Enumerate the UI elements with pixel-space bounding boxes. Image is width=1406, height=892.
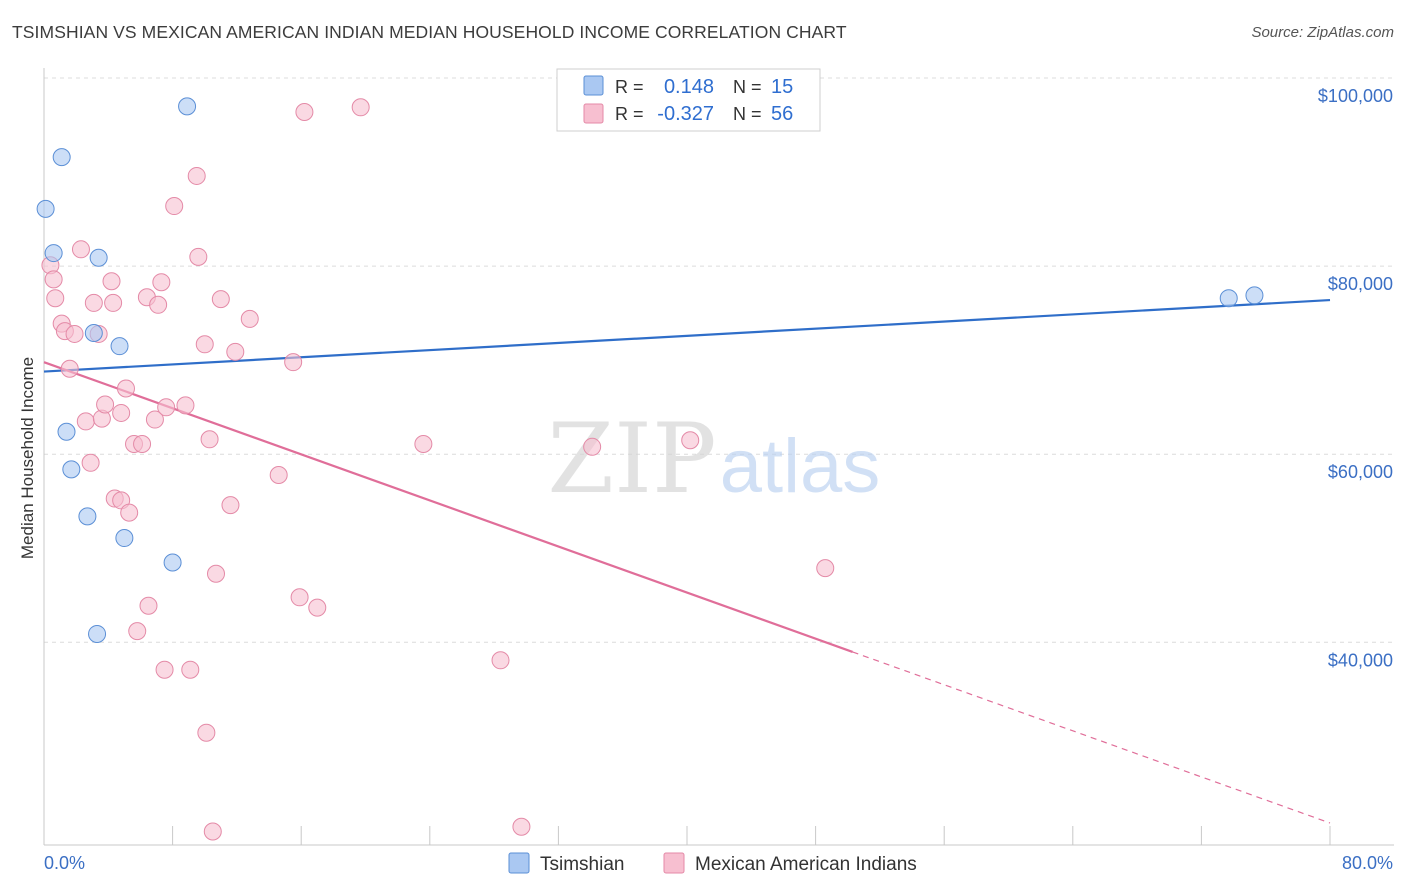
x-ticks xyxy=(43,826,1331,845)
mexican-american-indians-point-17 xyxy=(112,403,131,422)
legend-r-value-2: -0.327 xyxy=(657,103,714,125)
tsimshian-point-12 xyxy=(88,624,107,643)
chart-title: TSIMSHIAN VS MEXICAN AMERICAN INDIAN MED… xyxy=(12,22,847,42)
mexican-american-indians-point-56 xyxy=(203,822,222,841)
trend-line-0 xyxy=(43,298,1331,373)
series-legend-swatch-tsimshian xyxy=(508,852,530,874)
mexican-american-indians-point-19 xyxy=(116,379,135,398)
y-tick-label-80000: $80,000 xyxy=(1328,274,1393,294)
watermark-atlas: atlas xyxy=(720,424,881,509)
legend-n-label-2: N = xyxy=(733,104,762,124)
tsimshian-point-2 xyxy=(52,148,71,167)
mexican-american-indians-point-52 xyxy=(681,431,700,450)
tsimshian-point-13 xyxy=(1219,289,1238,308)
tsimshian-point-9 xyxy=(115,529,134,548)
mexican-american-indians-point-25 xyxy=(145,410,164,429)
mexican-american-indians-point-43 xyxy=(284,353,303,372)
y-tick-label-100000: $100,000 xyxy=(1318,86,1393,106)
tsimshian-point-6 xyxy=(84,324,103,343)
mexican-american-indians-point-5 xyxy=(60,359,79,378)
legend-swatch-tsimshian xyxy=(583,75,604,96)
mexican-american-indians-point-2 xyxy=(46,289,65,308)
series-legend-swatch-mexican-american-indians xyxy=(663,852,685,874)
mexican-american-indians-point-50 xyxy=(512,817,531,836)
mexican-american-indians-point-49 xyxy=(491,651,510,670)
tsimshian-point-0 xyxy=(36,199,55,218)
mexican-american-indians-point-30 xyxy=(176,396,195,415)
mexican-american-indians-point-24 xyxy=(139,596,158,615)
mexican-american-indians-point-29 xyxy=(165,197,184,216)
legend-r-value-1: 0.148 xyxy=(664,76,714,98)
series-legend-label-mexican-american-indians: Mexican American Indians xyxy=(695,854,917,875)
legend-n-label-1: N = xyxy=(733,77,762,97)
tsimshian-point-8 xyxy=(110,337,129,356)
mexican-american-indians-point-51 xyxy=(583,437,602,456)
y-tick-label-60000: $60,000 xyxy=(1328,462,1393,482)
legend-n-value-2: 56 xyxy=(771,103,793,125)
mexican-american-indians-point-10 xyxy=(84,293,103,312)
mexican-american-indians-point-8 xyxy=(76,412,95,431)
mexican-american-indians-point-53 xyxy=(816,559,835,578)
x-tick-label-max: 80.0% xyxy=(1342,853,1393,873)
mexican-american-indians-point-9 xyxy=(81,453,100,472)
mexican-american-indians-point-40 xyxy=(226,342,245,361)
mexican-american-indians-point-37 xyxy=(207,564,226,583)
correlation-legend: R = 0.148 N = 15 R = -0.327 N = 56 xyxy=(556,68,821,132)
tsimshian-point-5 xyxy=(78,507,97,526)
mexican-american-indians-point-32 xyxy=(187,166,206,185)
tsimshian-point-4 xyxy=(62,460,81,479)
y-axis-title: Median Household Income xyxy=(18,357,37,559)
mexican-american-indians-point-36 xyxy=(200,430,219,449)
mexican-american-indians-point-48 xyxy=(414,434,433,453)
legend-swatch-mexican-american-indians xyxy=(583,103,604,124)
mexican-american-indians-point-15 xyxy=(104,293,123,312)
mexican-american-indians-point-7 xyxy=(71,240,90,259)
mexican-american-indians-point-22 xyxy=(133,434,152,453)
tsimshian-point-11 xyxy=(178,97,197,116)
trend-line-1-dashed xyxy=(852,651,1331,824)
mexican-american-indians-point-27 xyxy=(152,273,171,292)
legend-n-value-1: 15 xyxy=(771,76,793,98)
mexican-american-indians-point-54 xyxy=(155,660,174,679)
mexican-american-indians-point-31 xyxy=(181,660,200,679)
mexican-american-indians-point-26 xyxy=(149,295,168,314)
tsimshian-point-3 xyxy=(57,422,76,441)
mexican-american-indians-point-46 xyxy=(308,598,327,617)
mexican-american-indians-point-42 xyxy=(269,466,288,485)
scatter-points xyxy=(36,97,1264,841)
tsimshian-point-10 xyxy=(163,553,182,572)
mexican-american-indians-point-55 xyxy=(128,622,147,641)
tsimshian-point-1 xyxy=(44,244,63,263)
mexican-american-indians-point-45 xyxy=(295,102,314,121)
mexican-american-indians-point-1 xyxy=(44,270,63,289)
mexican-american-indians-point-44 xyxy=(290,588,309,607)
legend-r-label-1: R = xyxy=(615,77,644,97)
mexican-american-indians-point-13 xyxy=(96,395,115,414)
mexican-american-indians-point-39 xyxy=(221,496,240,515)
watermark: ZIP atlas xyxy=(547,403,880,515)
y-tick-label-40000: $40,000 xyxy=(1328,650,1393,670)
mexican-american-indians-point-28 xyxy=(157,398,176,417)
legend-r-label-2: R = xyxy=(615,104,644,124)
tsimshian-point-7 xyxy=(89,248,108,267)
mexican-american-indians-point-6 xyxy=(65,324,84,343)
tsimshian-point-14 xyxy=(1245,286,1264,305)
series-legend: Tsimshian Mexican American Indians xyxy=(508,852,917,875)
trend-lines xyxy=(43,298,1331,824)
x-tick-label-min: 0.0% xyxy=(44,853,85,873)
y-tick-labels: $40,000 $60,000 $80,000 $100,000 xyxy=(1318,86,1393,670)
mexican-american-indians-point-38 xyxy=(211,290,230,309)
mexican-american-indians-point-41 xyxy=(240,309,259,328)
mexican-american-indians-point-35 xyxy=(197,723,216,742)
watermark-zip: ZIP xyxy=(547,403,716,515)
mexican-american-indians-point-20 xyxy=(120,503,139,522)
mexican-american-indians-point-33 xyxy=(189,247,208,266)
chart-source: Source: ZipAtlas.com xyxy=(1251,24,1394,41)
mexican-american-indians-point-47 xyxy=(351,98,370,117)
mexican-american-indians-point-14 xyxy=(102,272,121,291)
series-legend-label-tsimshian: Tsimshian xyxy=(540,854,624,875)
mexican-american-indians-point-34 xyxy=(195,335,214,354)
